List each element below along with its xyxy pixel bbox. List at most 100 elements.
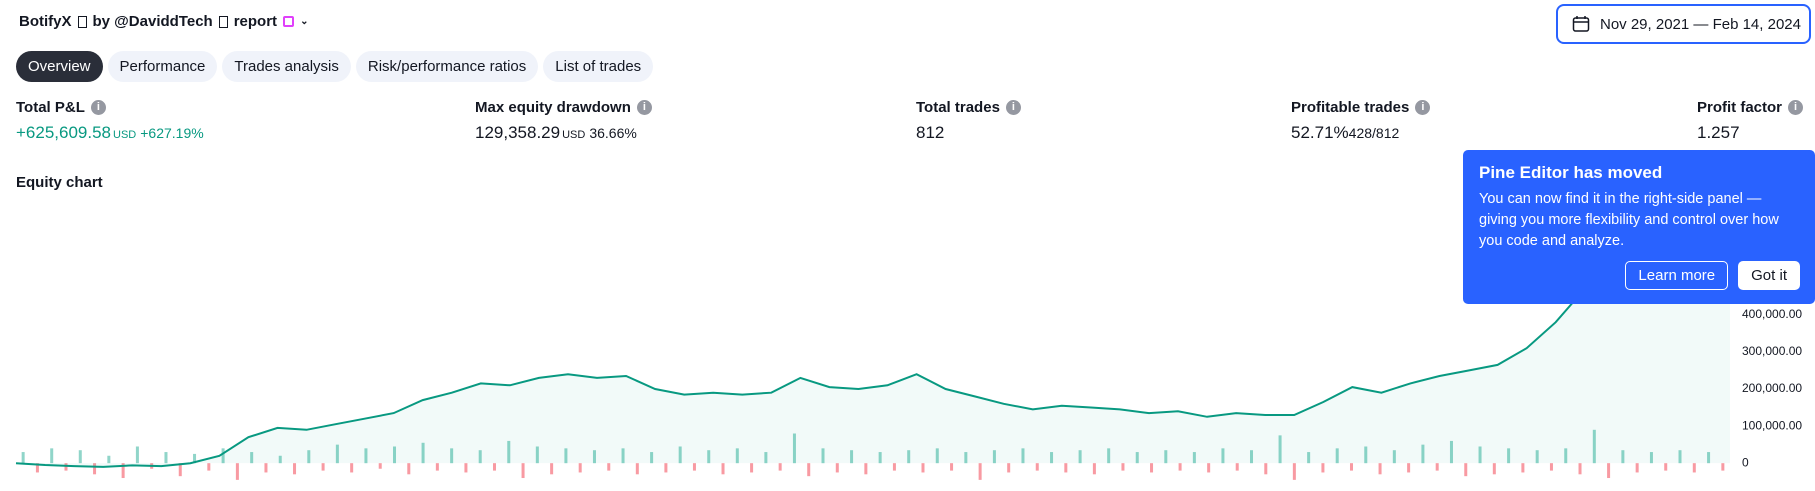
- metric: Total P&L i +625,609.58 USD +627.19%: [16, 99, 204, 143]
- got-it-button[interactable]: Got it: [1738, 261, 1800, 290]
- info-icon: i: [1005, 100, 1021, 115]
- trade-bar: [1564, 448, 1568, 464]
- tab[interactable]: Risk/performance ratios: [355, 51, 539, 82]
- value: 52.71%: [1291, 123, 1349, 142]
- trade-bar: [1549, 463, 1553, 471]
- trade-bar: [921, 463, 925, 473]
- tab[interactable]: Performance: [107, 51, 218, 82]
- trade-bar: [1449, 440, 1453, 464]
- info-icon: i: [90, 100, 106, 115]
- value: 812: [916, 123, 945, 142]
- trade-bar: [207, 463, 211, 471]
- trade-bar: [835, 463, 839, 473]
- trade-bar: [1578, 463, 1582, 475]
- trade-bar: [321, 463, 325, 471]
- trade-bar: [992, 450, 996, 464]
- tab[interactable]: List of trades: [543, 51, 654, 82]
- trade-bar: [950, 463, 954, 471]
- trade-bar: [964, 452, 968, 464]
- strategy-name: BotifyX: [19, 13, 72, 30]
- learn-more-button[interactable]: Learn more: [1625, 261, 1729, 290]
- trade-bar: [778, 463, 782, 471]
- trade-bar: [1192, 452, 1196, 464]
- unit: USD: [562, 129, 586, 141]
- trade-bar: [1307, 452, 1311, 464]
- trade-bar: [564, 448, 568, 464]
- value: 1.257: [1697, 123, 1740, 142]
- trade-bar: [450, 448, 454, 464]
- trade-bar: [1692, 463, 1696, 473]
- trade-bar: [1607, 463, 1611, 479]
- trade-bar: [750, 463, 754, 473]
- trade-bar: [64, 463, 68, 471]
- trade-bar: [250, 452, 254, 464]
- extra: 428/812: [1348, 125, 1400, 141]
- trade-bar: [1321, 463, 1325, 473]
- trade-bar: [1150, 463, 1154, 473]
- popup-buttons: Learn more Got it: [1625, 261, 1800, 290]
- trade-bar: [1235, 463, 1239, 471]
- trade-bar: [107, 455, 111, 464]
- trade-bar: [293, 463, 297, 475]
- trade-bar: [1707, 452, 1711, 464]
- info-icon: i: [1788, 100, 1804, 115]
- trade-bar: [1178, 463, 1182, 471]
- trade-bar: [1021, 448, 1025, 464]
- report-label: report: [233, 13, 278, 30]
- trade-bar: [421, 442, 425, 464]
- trade-bar: [21, 452, 25, 464]
- trade-bar: [735, 448, 739, 464]
- trade-bar: [1035, 463, 1039, 471]
- notification-popup: Pine Editor has moved You can now find i…: [1463, 150, 1815, 304]
- equity-line: [15, 230, 1731, 468]
- trade-bar: [1407, 463, 1411, 473]
- dropdown-caret[interactable]: ⌄: [300, 16, 309, 27]
- trade-bar: [1349, 463, 1353, 471]
- metric-value: 812: [916, 123, 1021, 143]
- trade-bar: [1164, 450, 1168, 464]
- trade-bar: [1107, 448, 1111, 464]
- trade-bar: [307, 450, 311, 464]
- trade-bar: [492, 463, 496, 471]
- tab[interactable]: Overview: [16, 51, 103, 82]
- metric-value: +625,609.58 USD +627.19%: [16, 123, 204, 143]
- trade-bar: [692, 463, 696, 471]
- trade-bar: [164, 452, 168, 464]
- trade-bar: [635, 463, 639, 475]
- trade-bar: [664, 463, 668, 473]
- trade-bar: [1435, 463, 1439, 471]
- trade-bar: [1135, 452, 1139, 464]
- unit: USD: [113, 129, 137, 141]
- trade-bar: [1064, 463, 1068, 473]
- trade-bar: [121, 463, 125, 479]
- info-icon: i: [1415, 100, 1431, 115]
- trade-bar: [1621, 450, 1625, 464]
- tab[interactable]: Trades analysis: [222, 51, 351, 82]
- trade-bar: [264, 463, 268, 473]
- value: +625,609.58: [16, 123, 112, 142]
- trade-bar: [535, 446, 539, 464]
- trade-bar: [821, 448, 825, 464]
- extra: 36.66%: [589, 125, 637, 141]
- trade-bar: [650, 452, 654, 464]
- trade-bar: [1264, 463, 1268, 475]
- trade-bar: [393, 446, 397, 464]
- trade-bar: [1292, 463, 1296, 480]
- metric-label: Max equity drawdown i: [475, 99, 652, 116]
- trade-bar: [1007, 463, 1011, 473]
- trade-bar: [1464, 463, 1468, 477]
- trade-bar: [1364, 446, 1368, 464]
- date-range-picker[interactable]: Nov 29, 2021 — Feb 14, 2024: [1556, 4, 1811, 44]
- trade-bar: [1664, 463, 1668, 471]
- calendar-badge: [283, 16, 295, 27]
- extra: +627.19%: [140, 125, 204, 141]
- popup-body: You can now find it in the right-side pa…: [1479, 191, 1779, 249]
- metric: Total trades i 812: [916, 99, 1021, 143]
- trade-bar: [1678, 450, 1682, 464]
- trade-bar: [1535, 450, 1539, 464]
- trade-bar: [1392, 450, 1396, 464]
- metric-value: 129,358.29 USD 36.66%: [475, 123, 652, 143]
- trade-bar: [93, 463, 97, 475]
- trade-bar: [607, 463, 611, 471]
